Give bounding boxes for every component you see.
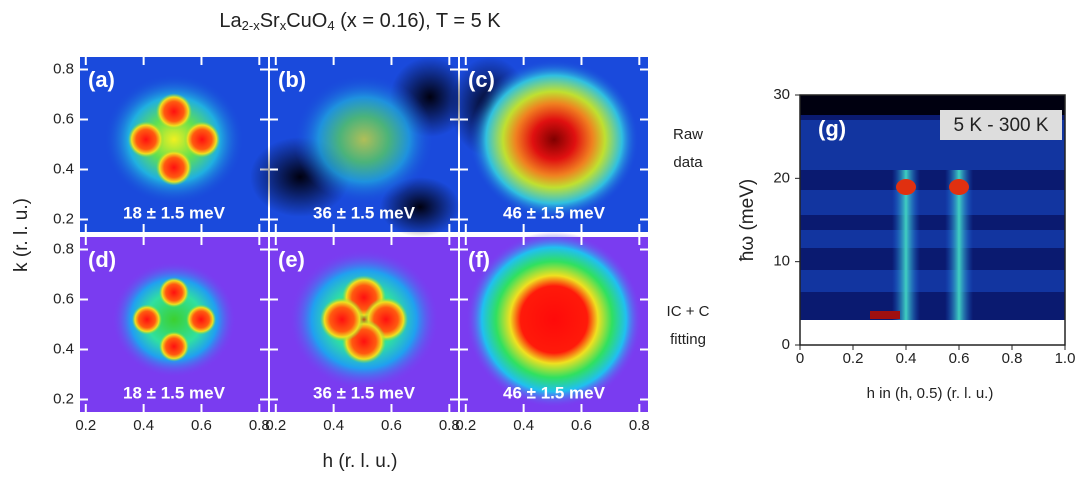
- masked-region: [800, 320, 1065, 345]
- x-tick-label: 1.0: [1055, 350, 1076, 367]
- x-tick-label: 0.4: [323, 417, 344, 434]
- fit-spot: [186, 304, 216, 335]
- x-tick-label: 0.2: [75, 417, 96, 434]
- y-tick-label: 0.4: [53, 340, 74, 357]
- map-panel: [270, 237, 458, 412]
- streak: [800, 190, 1065, 215]
- y-tick-label: 0.2: [53, 390, 74, 407]
- x-tick-label: 0.8: [249, 417, 270, 434]
- intensity-spot: [156, 149, 192, 186]
- panel-label: (b): [278, 67, 306, 92]
- intensity-spot: [128, 121, 164, 158]
- energy-label: 46 ± 1.5 meV: [503, 203, 606, 222]
- y-tick-label: 30: [773, 86, 790, 103]
- y-tick-label: 0.2: [53, 210, 74, 227]
- hot-spot: [949, 179, 969, 195]
- panel-label: (e): [278, 247, 305, 272]
- map-panel: [250, 57, 470, 237]
- intensity: [104, 74, 244, 205]
- y-axis-label: ħω (meV): [737, 179, 758, 261]
- fit-spot: [159, 331, 189, 362]
- y-tick-label: 0.8: [53, 240, 74, 257]
- x-tick-label: 0.8: [439, 417, 460, 434]
- x-tick-label: 0.8: [1002, 350, 1023, 367]
- x-tick-label: 0.4: [513, 417, 534, 434]
- x-tick-label: 0.4: [133, 417, 154, 434]
- x-tick-label: 0.2: [265, 417, 286, 434]
- x-axis-label: h in (h, 0.5) (r. l. u.): [867, 385, 994, 402]
- title-part: 4: [327, 18, 334, 33]
- streak: [800, 230, 1065, 248]
- panel-label: (f): [468, 247, 490, 272]
- y-axis-label: k (r. l. u.): [11, 198, 32, 272]
- row-label: fitting: [670, 331, 706, 348]
- x-axis-label: h (r. l. u.): [323, 451, 398, 472]
- title-part: Sr: [260, 10, 280, 32]
- title-part: (x = 0.16), T = 5 K: [335, 10, 502, 32]
- energy-label: 36 ± 1.5 meV: [313, 203, 416, 222]
- x-tick-label: 0.8: [629, 417, 650, 434]
- y-tick-label: 0.4: [53, 160, 74, 177]
- fit-spot: [159, 277, 189, 308]
- y-tick-label: 0.6: [53, 110, 74, 127]
- streak: [800, 270, 1065, 292]
- intensity: [469, 59, 639, 220]
- map-panel: [80, 57, 268, 232]
- fit-halo: [112, 261, 236, 378]
- x-tick-label: 0.6: [949, 350, 970, 367]
- note: 5 K - 300 K: [953, 115, 1048, 136]
- map-panel: [80, 237, 268, 412]
- panel-label: (g): [818, 116, 846, 141]
- streak: [800, 150, 1065, 170]
- x-tick-label: 0.6: [571, 417, 592, 434]
- panel-label: (a): [88, 67, 115, 92]
- intensity-spot: [184, 121, 220, 158]
- fit-spot: [132, 304, 162, 335]
- x-tick-label: 0.6: [381, 417, 402, 434]
- y-tick-label: 0: [782, 336, 790, 353]
- title-part: x: [280, 18, 287, 33]
- title: La2-xSrxCuO4 (x = 0.16), T = 5 K: [219, 10, 501, 33]
- hot-spot: [896, 179, 916, 195]
- x-tick-label: 0: [796, 350, 804, 367]
- energy-label: 46 ± 1.5 meV: [503, 383, 606, 402]
- panel-label: (c): [468, 67, 495, 92]
- x-tick-label: 0.4: [896, 350, 917, 367]
- fit-spot: [466, 231, 642, 408]
- y-tick-label: 10: [773, 253, 790, 270]
- map-panel: [460, 231, 648, 412]
- title-part: La: [219, 10, 242, 32]
- x-tick-label: 0.6: [191, 417, 212, 434]
- title-part: CuO: [286, 10, 327, 32]
- y-tick-label: 0.6: [53, 290, 74, 307]
- energy-label: 18 ± 1.5 meV: [123, 383, 226, 402]
- panel-label: (d): [88, 247, 116, 272]
- title-part: 2-x: [242, 18, 261, 33]
- fit-spot: [320, 297, 364, 342]
- x-tick-label: 0.2: [843, 350, 864, 367]
- x-tick-label: 0.2: [455, 417, 476, 434]
- map-panel: [450, 57, 648, 232]
- hot-spot: [870, 311, 900, 319]
- note-box: [940, 110, 1062, 140]
- frame: [799, 94, 1066, 346]
- row-label: Raw: [673, 126, 703, 143]
- y-tick-label: 0.8: [53, 60, 74, 77]
- row-label: data: [673, 154, 703, 171]
- intensity-spot: [156, 93, 192, 130]
- y-tick-label: 20: [773, 169, 790, 186]
- energy-label: 18 ± 1.5 meV: [123, 203, 226, 222]
- energy-label: 36 ± 1.5 meV: [313, 383, 416, 402]
- intensity: [294, 74, 434, 205]
- row-label: IC + C: [667, 303, 710, 320]
